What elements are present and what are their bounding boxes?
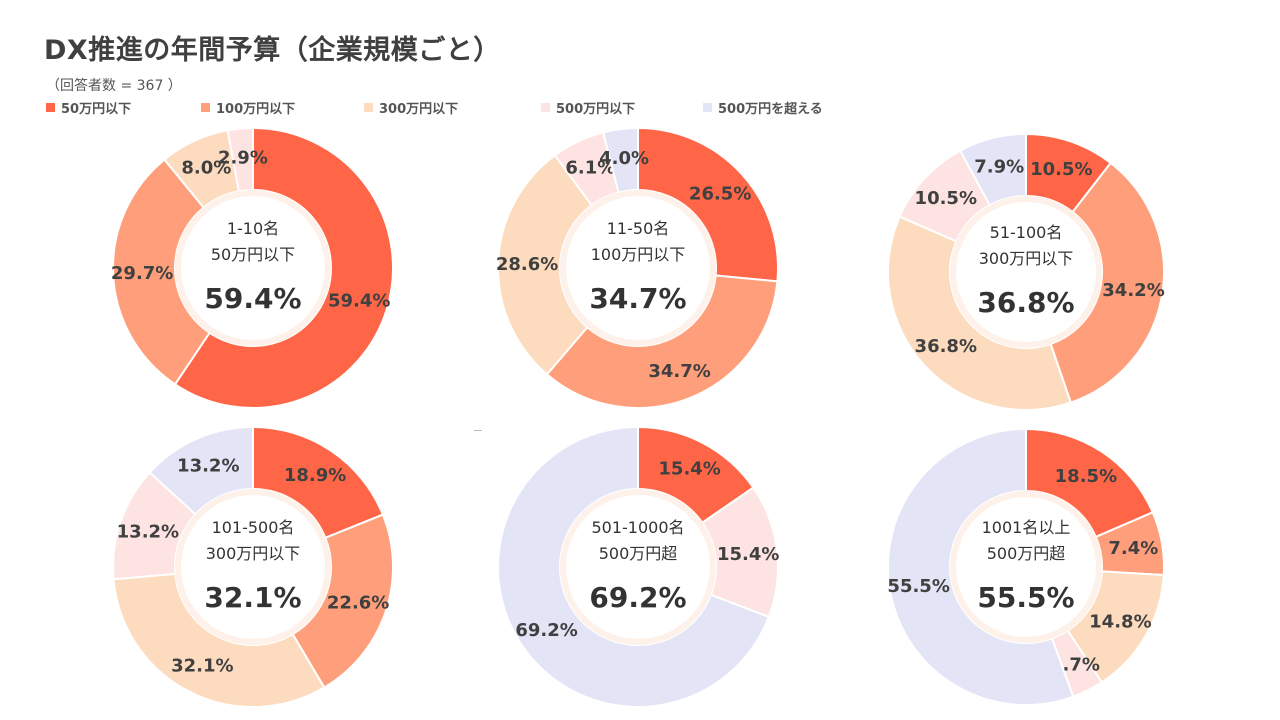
slice-label: 10.5% — [1030, 159, 1092, 180]
legend-item-500man: 500万円以下 — [541, 98, 635, 117]
donut-hole — [956, 202, 1096, 342]
slice-label: 15.4% — [717, 544, 779, 565]
slice-label: 32.1% — [171, 656, 233, 677]
slice-label: 55.5% — [887, 576, 949, 597]
legend-swatch — [201, 103, 210, 112]
slice-label: 69.2% — [515, 620, 577, 641]
slice-label: 7.9% — [974, 156, 1024, 177]
center-size-label: 1-10名 — [227, 219, 279, 238]
legend-label: 50万円以下 — [61, 102, 132, 117]
center-value: 32.1% — [204, 581, 301, 614]
slice-label: 18.5% — [1055, 466, 1117, 487]
slice-label: 14.8% — [1089, 612, 1151, 633]
donut-hole — [181, 196, 325, 340]
legend-label: 500万円以下 — [556, 102, 636, 117]
center-budget-label: 50万円以下 — [211, 245, 295, 264]
center-budget-label: 500万円超 — [599, 544, 678, 563]
center-size-label: 501-1000名 — [591, 518, 684, 537]
center-size-label: 51-100名 — [990, 223, 1063, 242]
legend-label: 100万円以下 — [216, 102, 296, 117]
slice-label: 22.6% — [327, 593, 389, 614]
slice-label: 13.2% — [177, 455, 239, 476]
slice-label: 13.2% — [117, 521, 179, 542]
donut-chart-2: 26.5% 34.7% 28.6% 6.1%4.0% 11-50名 100万円以下 34.7… — [496, 126, 779, 409]
donut-hole — [566, 495, 710, 639]
slice-label: 15.4% — [658, 459, 720, 480]
legend-label: 500万円を超える — [718, 102, 823, 117]
donut-chart-1: 59.4% 29.7% 8.0%2.9% 1-10名 50万円以下 59.4% — [111, 126, 394, 409]
slice-label: 2.9% — [218, 147, 268, 168]
slice-label: 7.4% — [1108, 538, 1158, 559]
center-value: 36.8% — [977, 286, 1074, 319]
slice-label: 28.6% — [496, 254, 558, 275]
donut-hole — [181, 495, 325, 639]
slice-label: 6.1% — [565, 158, 615, 179]
center-value: 59.4% — [204, 282, 301, 315]
slice-label: 8.0% — [181, 157, 231, 178]
legend-item-50man: 50万円以下 — [46, 98, 131, 117]
legend-item-over-500man: 500万円を超える — [703, 98, 823, 117]
page-title: DX推進の年間予算（企業規模ごと） — [44, 35, 501, 66]
slice-label: 4.0% — [599, 148, 649, 169]
legend-swatch — [541, 103, 550, 112]
center-budget-label: 300万円以下 — [979, 249, 1074, 268]
donut-chart-4: 18.9% 22.6% 32.1% 13.2% 13.2% 101-500名 300万円以下… — [112, 425, 394, 708]
center-value: 69.2% — [589, 581, 686, 614]
donut-chart-5: 15.4% 15.4% 69.2% 501-1000名 500万円超 69.2% — [497, 425, 779, 708]
legend-label: 300万円以下 — [379, 102, 459, 117]
slice-label: 26.5% — [689, 183, 751, 204]
center-size-label: 1001名以上 — [982, 518, 1071, 537]
slice-label: 29.7% — [111, 263, 173, 284]
respondent-count: （回答者数 = 367 ） — [46, 78, 182, 94]
donut-hole — [566, 196, 710, 340]
divider-mark — [474, 430, 482, 431]
donut-chart-6: 18.5%7.4%14.8%3.7%55.5%1001名以上500万円超55.5… — [887, 427, 1165, 706]
center-size-label: 101-500名 — [212, 518, 295, 537]
center-budget-label: 300万円以下 — [206, 544, 301, 563]
center-value: 34.7% — [589, 282, 686, 315]
slice-label: 59.4% — [328, 290, 390, 311]
center-value: 55.5% — [977, 581, 1074, 614]
legend-swatch — [364, 103, 373, 112]
donut-hole — [956, 497, 1096, 637]
legend-item-100man: 100万円以下 — [201, 98, 295, 117]
center-size-label: 11-50名 — [607, 219, 670, 238]
legend: 50万円以下 100万円以下 300万円以下 500万円以下 500万円を超える — [46, 98, 886, 118]
slice-label: 34.7% — [648, 361, 710, 382]
legend-swatch — [46, 103, 55, 112]
legend-item-300man: 300万円以下 — [364, 98, 458, 117]
slice-label: 18.9% — [284, 465, 346, 486]
slice-label: 10.5% — [915, 188, 977, 209]
donut-chart-3: 10.5% 34.2% 36.8% 10.5% 7.9% 51-100名 300万円以下 36… — [887, 132, 1165, 411]
legend-swatch — [703, 103, 712, 112]
slice-label: 36.8% — [915, 336, 977, 357]
center-budget-label: 500万円超 — [987, 544, 1066, 563]
slice-label: 34.2% — [1102, 280, 1164, 301]
center-budget-label: 100万円以下 — [591, 245, 686, 264]
